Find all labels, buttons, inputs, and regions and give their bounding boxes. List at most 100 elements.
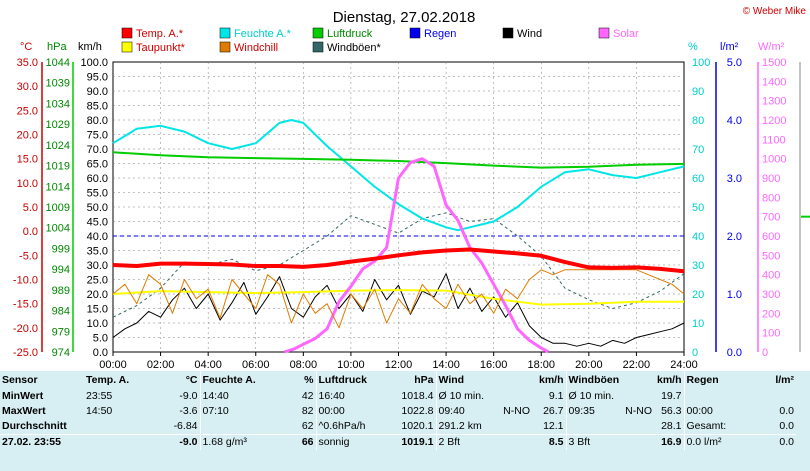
stats-cell: 0.0 [779, 405, 795, 417]
stats-row-label: MinWert [2, 390, 44, 402]
series [112, 119, 685, 354]
temp-tick: 25.0 [17, 105, 38, 117]
stats-header: Sensor [2, 374, 38, 386]
temp-tick: -20.0 [13, 323, 38, 335]
stats-header: Regen [683, 371, 741, 389]
temp-tick: 35.0 [17, 57, 38, 69]
stats-header: Luftdruck [315, 371, 386, 389]
legend-swatch [312, 41, 324, 53]
stats-cell: 14:50 [86, 405, 113, 417]
stats-header: hPa [414, 374, 434, 386]
stats-cell: 09:40 [435, 404, 488, 419]
rain-tick: 5.0 [727, 57, 742, 69]
stats-header: Wind [435, 371, 533, 389]
wind-tick: 80.0 [87, 115, 108, 127]
legend-swatch [409, 27, 421, 39]
pressure-tick: 999 [52, 243, 70, 255]
rain-unit: l/m² [720, 41, 739, 53]
solar-tick: 1500 [762, 57, 786, 69]
humidity-tick: 30 [692, 260, 704, 272]
temp-tick: 0.0 [23, 226, 38, 238]
wind-tick: 100.0 [80, 57, 108, 69]
stats-cell [199, 419, 272, 435]
legend: Temp. A.* Feuchte A.* Luftdruck Regen Wind So… [121, 27, 639, 54]
stats-cell [488, 389, 532, 404]
stats-cell: 16:40 [315, 389, 386, 404]
left-axes: 35.0 30.0 25.0 20.0 15.0 10.0 5.0 0.0 -5.0 -10.0 -… [13, 57, 108, 359]
legend-label: Temp. A.* [136, 28, 184, 40]
legend-swatch [121, 27, 133, 39]
solar-tick: 200 [762, 308, 780, 320]
solar-tick: 700 [762, 212, 780, 224]
series-solar [283, 157, 550, 354]
stats-header: % [304, 374, 314, 386]
stats-header: km/h [539, 374, 564, 386]
temp-tick: 20.0 [17, 130, 38, 142]
solar-tick: 500 [762, 250, 780, 262]
x-tick: 14:00 [432, 359, 460, 371]
wind-tick: 60.0 [87, 173, 108, 185]
stats-row-label: Durchschnitt [2, 420, 67, 432]
stats-cell: 42 [301, 390, 314, 402]
stats-row: Durchschnitt -6.84 62 ^0.6hPa/h 1020.1 291.2 … [0, 419, 796, 435]
wind-tick: 65.0 [87, 159, 108, 171]
stats-cell [565, 419, 621, 435]
pressure-tick: 1024 [46, 140, 70, 152]
stats-cell: 66 [272, 434, 316, 450]
stats-cell: 291.2 km [435, 419, 488, 435]
temp-tick: -15.0 [13, 299, 38, 311]
stats-header: °C [185, 374, 198, 386]
series-temp-a [112, 247, 685, 274]
wind-tick: 70.0 [87, 144, 108, 156]
pressure-tick: 989 [52, 285, 70, 297]
humidity-tick: 20 [692, 289, 704, 301]
stats-header: km/h [657, 374, 682, 386]
legend-swatch [312, 27, 324, 39]
temp-tick: -25.0 [13, 347, 38, 359]
stats-cell: 2 Bft [435, 434, 488, 450]
x-tick: 24:00 [670, 359, 698, 371]
pressure-tick: 1029 [46, 119, 70, 131]
stats-cell: -3.6 [179, 405, 198, 417]
stats-cell: 07:10 [199, 404, 272, 419]
stats-cell: N-NO [625, 405, 653, 417]
solar-tick: 600 [762, 231, 780, 243]
x-tick: 06:00 [242, 359, 270, 371]
stats-cell: 0.0 l/m² [683, 434, 741, 450]
stats-cell [740, 389, 796, 404]
wind-tick: 0.0 [93, 347, 108, 359]
solar-tick: 1100 [762, 134, 786, 146]
x-tick: 20:00 [575, 359, 603, 371]
grid [112, 61, 685, 353]
solar-tick: 0 [762, 347, 768, 359]
stats-header: Feuchte A. [199, 371, 272, 389]
pressure-tick: 974 [52, 347, 70, 359]
pressure-tick: 1034 [46, 98, 70, 110]
wind-tick: 55.0 [87, 188, 108, 200]
x-tick: 18:00 [527, 359, 555, 371]
temp-tick: 15.0 [17, 154, 38, 166]
weather-chart: Dienstag, 27.02.2018 © Weber Mike Temp. … [13, 6, 810, 371]
stats-row: 27.02. 23:55 -9.0 1.68 g/m³ 66 sonnig 1019.1 2… [0, 434, 797, 450]
stats-cell: 8.5 [532, 434, 567, 450]
stats-cell: 3 Bft [565, 434, 621, 450]
pressure-tick: 979 [52, 326, 70, 338]
legend-swatch [502, 27, 514, 39]
wind-tick: 35.0 [87, 246, 108, 258]
legend-label: Taupunkt* [136, 42, 186, 54]
stats-cell: 23:55 [86, 390, 113, 402]
chart-title: Dienstag, 27.02.2018 [333, 9, 476, 26]
rain-tick: 3.0 [727, 173, 742, 185]
series-taupunkt [112, 289, 684, 306]
humidity-tick: 50 [692, 202, 704, 214]
wind-tick: 20.0 [87, 289, 108, 301]
legend-swatch [219, 41, 231, 53]
stats-cell: sonnig [315, 434, 386, 450]
stats-header: Windböen [565, 371, 655, 389]
wind-tick: 85.0 [87, 101, 108, 113]
x-tick: 22:00 [623, 359, 651, 371]
humidity-tick: 10 [692, 318, 704, 330]
stats-cell [84, 434, 144, 450]
stats-row: MaxWert 14:50 -3.6 07:10 82 00:00 1022.8 09:40 N… [0, 404, 796, 419]
humidity-tick: 100 [692, 57, 710, 69]
